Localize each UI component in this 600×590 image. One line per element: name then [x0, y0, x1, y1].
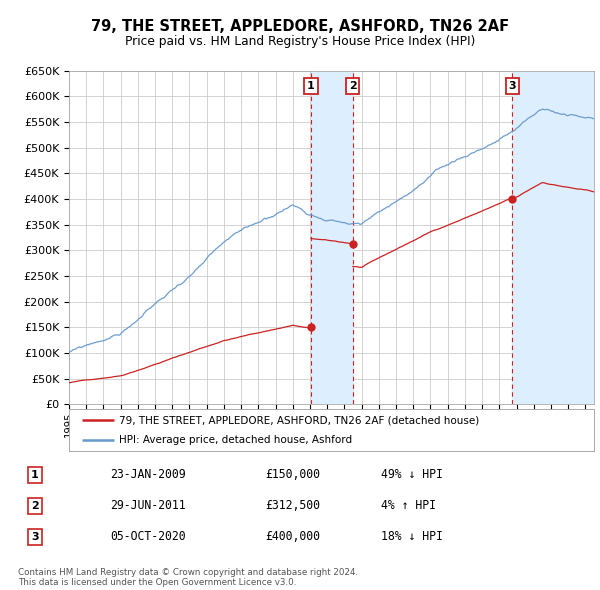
- Text: 29-JUN-2011: 29-JUN-2011: [110, 499, 185, 513]
- Text: 18% ↓ HPI: 18% ↓ HPI: [380, 530, 443, 543]
- Text: 79, THE STREET, APPLEDORE, ASHFORD, TN26 2AF (detached house): 79, THE STREET, APPLEDORE, ASHFORD, TN26…: [119, 415, 479, 425]
- Text: 79, THE STREET, APPLEDORE, ASHFORD, TN26 2AF: 79, THE STREET, APPLEDORE, ASHFORD, TN26…: [91, 19, 509, 34]
- Text: 4% ↑ HPI: 4% ↑ HPI: [380, 499, 436, 513]
- Text: £150,000: £150,000: [265, 468, 320, 481]
- Text: £312,500: £312,500: [265, 499, 320, 513]
- Text: 2: 2: [349, 81, 357, 91]
- Text: 1: 1: [307, 81, 315, 91]
- Text: Contains HM Land Registry data © Crown copyright and database right 2024.
This d: Contains HM Land Registry data © Crown c…: [18, 568, 358, 587]
- Bar: [512, 71, 594, 404]
- Text: 1: 1: [31, 470, 39, 480]
- Text: 3: 3: [31, 532, 39, 542]
- Text: £400,000: £400,000: [265, 530, 320, 543]
- Text: 23-JAN-2009: 23-JAN-2009: [110, 468, 185, 481]
- Text: HPI: Average price, detached house, Ashford: HPI: Average price, detached house, Ashf…: [119, 435, 352, 445]
- Text: 05-OCT-2020: 05-OCT-2020: [110, 530, 185, 543]
- Text: 49% ↓ HPI: 49% ↓ HPI: [380, 468, 443, 481]
- Text: 3: 3: [509, 81, 516, 91]
- Text: 2: 2: [31, 501, 39, 511]
- Text: Price paid vs. HM Land Registry's House Price Index (HPI): Price paid vs. HM Land Registry's House …: [125, 35, 475, 48]
- Bar: [311, 71, 353, 404]
